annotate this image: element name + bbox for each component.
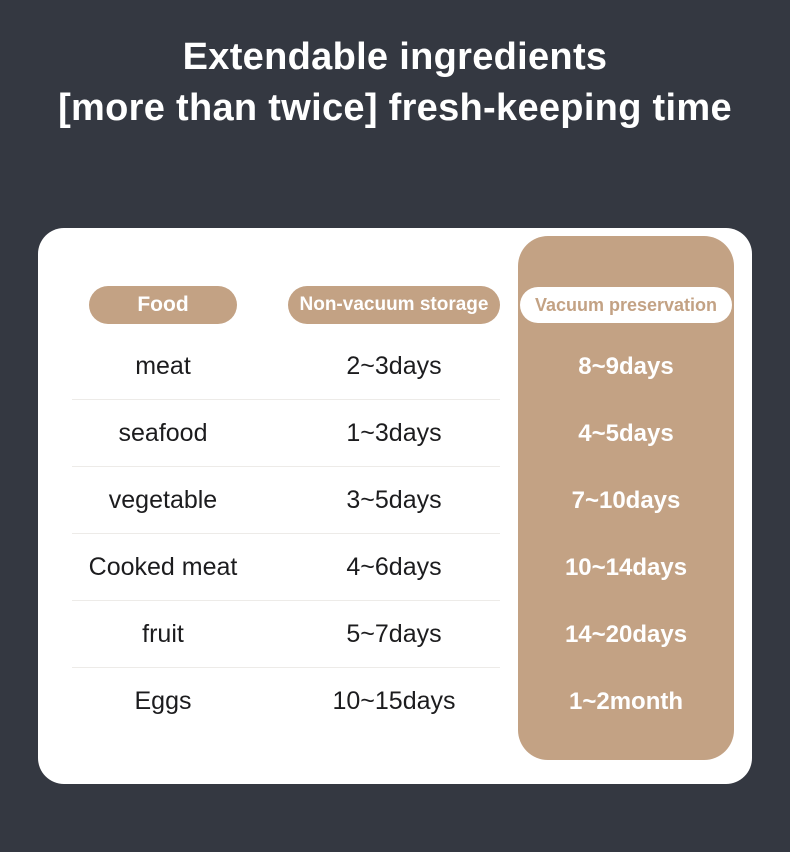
page-title: Extendable ingredients [more than twice]… (0, 0, 790, 134)
vacuum-cell: 10~14days (564, 553, 688, 581)
table-row-vegetable: vegetable 3~5days 7~10days (38, 467, 752, 534)
table-row-seafood: seafood 1~3days 4~5days (38, 400, 752, 467)
food-cell: Eggs (134, 687, 192, 715)
non-vacuum-cell: 1~3days (346, 419, 442, 447)
table-row-eggs: Eggs 10~15days 1~2month (38, 668, 752, 735)
vacuum-cell: 8~9days (578, 352, 674, 380)
food-cell: seafood (118, 419, 208, 447)
title-line-1: Extendable ingredients (182, 36, 608, 78)
non-vacuum-cell: 4~6days (346, 553, 442, 581)
food-cell: Cooked meat (88, 553, 238, 581)
vacuum-column-highlight (518, 236, 734, 760)
non-vacuum-cell: 3~5days (346, 486, 442, 514)
food-cell: fruit (142, 620, 184, 648)
header-non-vacuum-storage: Non-vacuum storage (288, 286, 500, 324)
table-row-meat: meat 2~3days 8~9days (38, 333, 752, 400)
title-heading: Extendable ingredients [more than twice]… (0, 32, 790, 134)
table-row-fruit: fruit 5~7days 14~20days (38, 601, 752, 668)
title-line-2: [more than twice] fresh-keeping time (58, 87, 732, 129)
comparison-table-card: Food Non-vacuum storage Vacuum preservat… (38, 228, 752, 784)
non-vacuum-cell: 10~15days (332, 687, 456, 715)
header-vacuum-preservation: Vacuum preservation (520, 287, 732, 323)
infographic: Extendable ingredients [more than twice]… (0, 0, 790, 784)
header-food: Food (89, 286, 237, 324)
non-vacuum-cell: 5~7days (346, 620, 442, 648)
comparison-table: Food Non-vacuum storage Vacuum preservat… (38, 228, 752, 735)
table-row-cooked-meat: Cooked meat 4~6days 10~14days (38, 534, 752, 601)
vacuum-cell: 7~10days (571, 486, 681, 514)
non-vacuum-cell: 2~3days (346, 352, 442, 380)
vacuum-cell: 14~20days (564, 620, 688, 648)
vacuum-cell: 1~2month (568, 687, 684, 715)
food-cell: vegetable (108, 486, 218, 514)
vacuum-cell: 4~5days (578, 419, 674, 447)
food-cell: meat (135, 352, 191, 380)
table-header-row: Food Non-vacuum storage Vacuum preservat… (38, 286, 752, 324)
